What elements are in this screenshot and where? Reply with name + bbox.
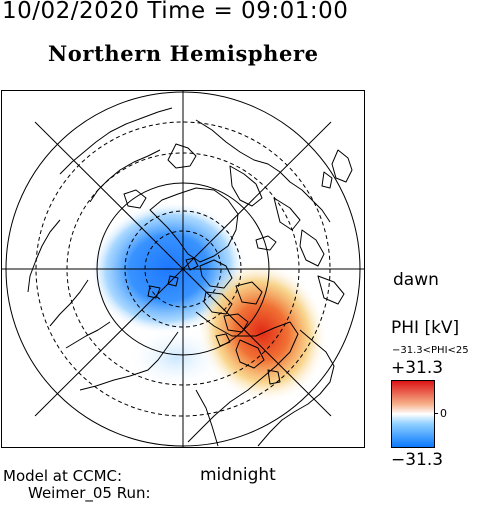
dawn-label: dawn (393, 270, 439, 290)
midnight-label: midnight (200, 465, 276, 485)
run-label: Weimer_05 Run: (28, 484, 151, 502)
graticule-lines (2, 91, 364, 447)
colorbar-gradient (391, 380, 435, 448)
colorbar-zero-label: 0 (440, 407, 447, 420)
colorbar-min-label: −31.3 (391, 450, 444, 470)
date-time-header: 10/02/2020 Time = 09:01:00 (2, 0, 349, 24)
latitude-circles (5, 91, 361, 447)
model-label: Model at CCMC: (3, 467, 123, 485)
positive-potential-cell (196, 261, 328, 403)
colorbar-title: PHI [kV] (391, 318, 460, 338)
map-title: Northern Hemisphere (48, 41, 319, 66)
colorbar-max-label: +31.3 (391, 358, 444, 378)
coastlines (27, 107, 353, 447)
polar-map (1, 90, 365, 448)
colorbar-zero-tick (434, 413, 438, 414)
colorbar-range-text: −31.3<PHI<25 (392, 345, 469, 356)
